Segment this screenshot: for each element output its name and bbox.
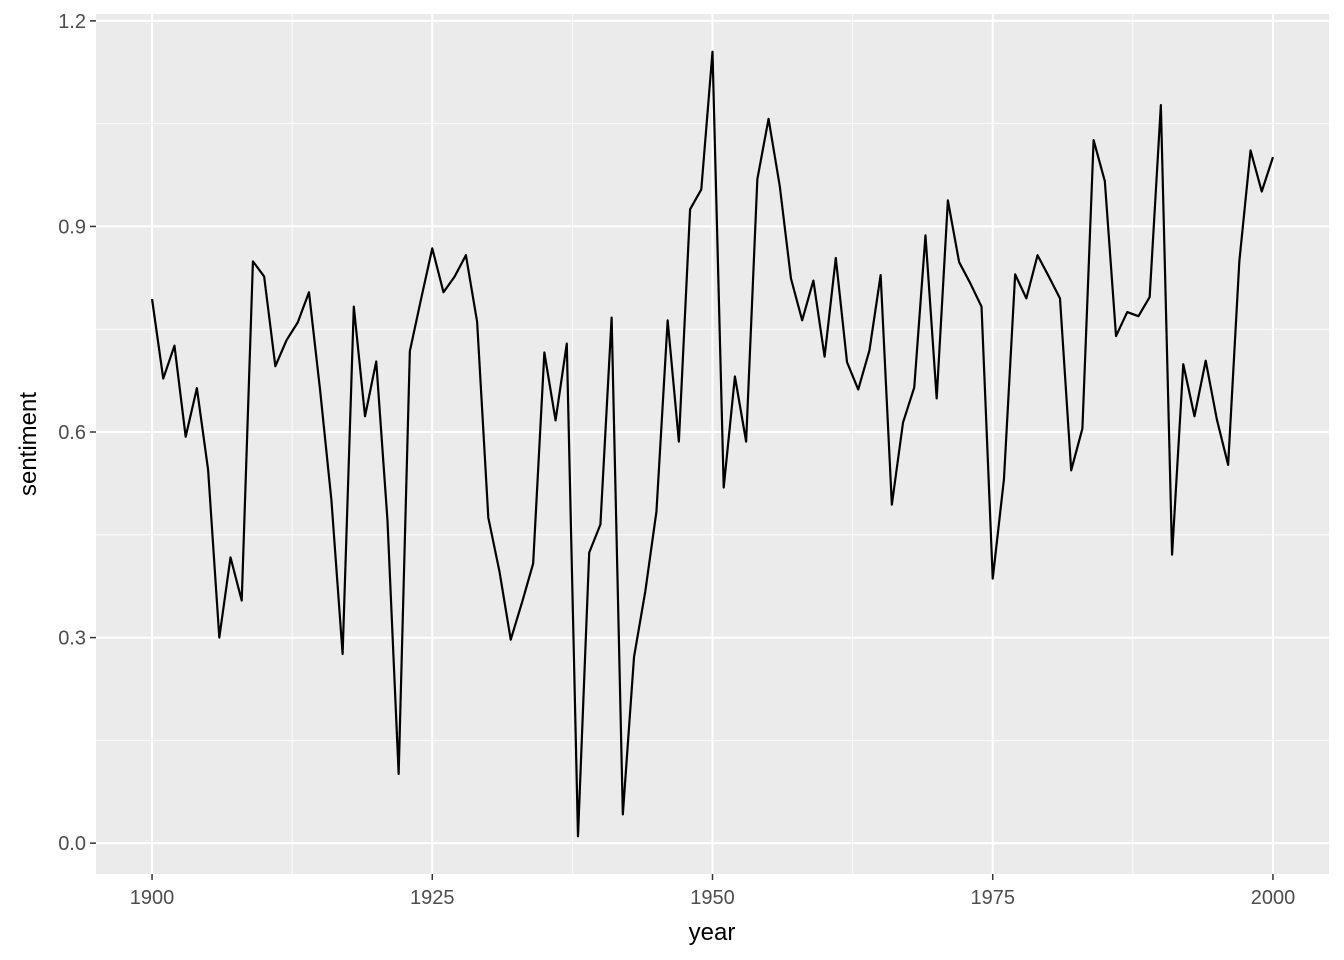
y-tick-label: 1.2 bbox=[58, 11, 86, 33]
y-tick-label: 0.0 bbox=[58, 833, 86, 855]
x-tick-label: 1975 bbox=[970, 887, 1015, 909]
y-axis-title: sentiment bbox=[15, 392, 42, 496]
y-tick-label: 0.6 bbox=[58, 422, 86, 444]
x-tick-label: 2000 bbox=[1251, 887, 1296, 909]
x-tick-label: 1900 bbox=[130, 887, 175, 909]
data-line bbox=[150, 50, 1274, 838]
y-tick-label: 0.3 bbox=[58, 628, 86, 650]
x-axis-title: year bbox=[689, 919, 736, 946]
y-tick-label: 0.9 bbox=[58, 216, 86, 238]
x-tick-label: 1925 bbox=[410, 887, 455, 909]
x-tick-label: 1950 bbox=[690, 887, 735, 909]
